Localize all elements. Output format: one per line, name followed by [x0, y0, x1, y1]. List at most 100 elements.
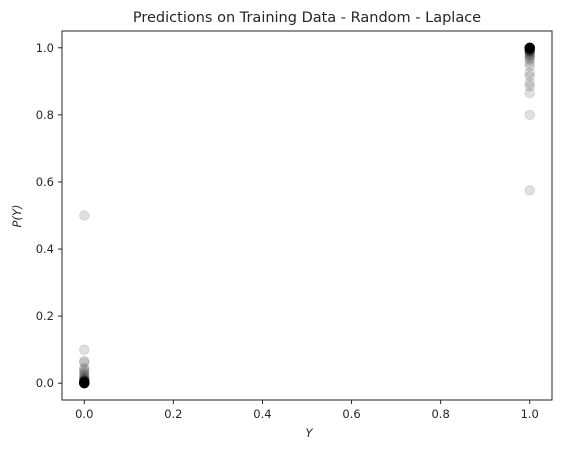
data-point [79, 377, 90, 389]
data-point [524, 42, 535, 53]
y-axis: 0.0 0.2 0.4 0.6 0.8 1.0 [36, 41, 62, 390]
x-tick-label: 1.0 [521, 407, 539, 421]
data-point [524, 50, 535, 62]
data-point [79, 378, 90, 389]
points-layer [79, 42, 535, 389]
data-point [524, 42, 535, 54]
data-point [79, 378, 90, 389]
data-point [79, 364, 90, 376]
data-point [79, 377, 90, 388]
data-point [524, 43, 535, 54]
data-point [79, 376, 90, 387]
data-point [524, 87, 535, 99]
data-point [79, 357, 90, 368]
data-point [79, 377, 90, 389]
data-point [79, 378, 90, 389]
data-point [79, 377, 90, 388]
data-point [79, 378, 90, 389]
data-point [79, 362, 90, 374]
data-point [79, 377, 90, 388]
data-point [79, 378, 90, 389]
data-point [524, 42, 535, 53]
data-point [524, 46, 535, 57]
data-point [524, 42, 535, 53]
data-point [524, 43, 535, 54]
data-point [524, 42, 535, 53]
data-point [79, 210, 90, 221]
data-point [524, 42, 535, 53]
data-point [79, 366, 90, 377]
x-tick-label: 0.4 [253, 407, 271, 421]
data-point [79, 376, 90, 387]
data-point [524, 57, 535, 69]
data-point [524, 185, 535, 196]
data-point [524, 48, 535, 60]
data-point [524, 77, 535, 89]
data-point [524, 42, 535, 53]
data-point [79, 378, 90, 389]
data-point [79, 378, 90, 389]
y-tick-label: 0.2 [36, 309, 54, 323]
data-point [79, 377, 90, 389]
data-point [79, 378, 90, 389]
x-tick-label: 0.6 [342, 407, 360, 421]
y-tick-label: 0.6 [36, 175, 54, 189]
chart-title: Predictions on Training Data - Random - … [133, 10, 481, 26]
x-axis-label: Y [305, 426, 313, 440]
data-point [524, 49, 535, 61]
data-point [79, 376, 90, 388]
data-point [524, 54, 535, 65]
data-point [524, 42, 535, 54]
data-point [79, 378, 90, 389]
data-point [524, 42, 535, 53]
data-point [524, 42, 535, 53]
data-point [524, 43, 535, 54]
data-point [524, 42, 535, 53]
data-point [79, 377, 90, 389]
data-point [79, 374, 90, 385]
data-point [79, 378, 90, 389]
data-point [524, 42, 535, 54]
data-point [79, 375, 90, 387]
y-tick-label: 0.4 [36, 242, 54, 256]
data-point [524, 42, 535, 53]
data-point [524, 45, 535, 57]
data-point [524, 52, 535, 64]
data-point [524, 109, 535, 121]
data-point [524, 43, 535, 55]
data-point [524, 67, 535, 79]
data-point [79, 378, 90, 389]
data-point [79, 377, 90, 388]
data-point [79, 377, 90, 388]
data-point [524, 61, 535, 72]
data-point [524, 43, 535, 55]
data-point [524, 42, 535, 53]
data-point [79, 369, 90, 381]
data-point [79, 376, 90, 387]
y-tick-label: 0.0 [36, 376, 54, 390]
data-point [524, 42, 535, 53]
data-point [524, 42, 535, 54]
y-tick-label: 1.0 [36, 41, 54, 55]
x-tick-label: 0.0 [75, 407, 93, 421]
x-axis: 0.0 0.2 0.4 0.6 0.8 1.0 [75, 400, 539, 421]
data-point [79, 377, 90, 388]
data-point [79, 375, 90, 386]
y-tick-label: 0.8 [36, 108, 54, 122]
data-point [79, 371, 90, 382]
data-point [524, 71, 535, 82]
data-point [79, 377, 90, 389]
data-point [79, 372, 90, 384]
data-point [524, 81, 535, 92]
data-point [79, 377, 90, 388]
data-point [524, 42, 535, 53]
data-point [524, 44, 535, 56]
data-point [524, 45, 535, 56]
x-tick-label: 0.8 [431, 407, 449, 421]
data-point [79, 377, 90, 389]
data-point [79, 344, 90, 355]
data-point [524, 42, 535, 53]
data-point [524, 42, 535, 53]
data-point [79, 375, 90, 386]
data-point [524, 44, 535, 55]
